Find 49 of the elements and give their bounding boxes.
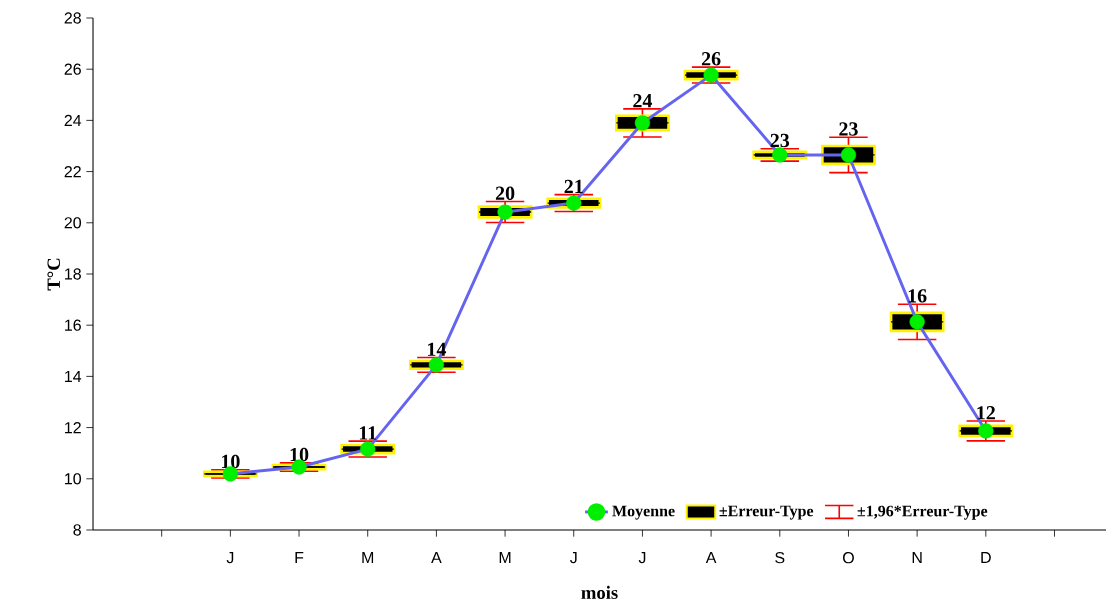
y-tick-label: 22	[64, 166, 81, 178]
data-label: 26	[701, 52, 721, 66]
data-label: 11	[359, 426, 377, 440]
point	[909, 314, 925, 330]
x-tick-label: F	[295, 552, 304, 564]
y-tick-label: 20	[64, 217, 82, 229]
x-tick-label: J	[638, 552, 646, 564]
data-label: 23	[770, 133, 790, 148]
y-tick-label: 28	[64, 12, 81, 24]
y-tick-label: 10	[65, 473, 82, 485]
annotation: ±1,96*Erreur-Type	[857, 505, 988, 520]
x-tick-label: M	[362, 552, 374, 564]
point	[428, 357, 444, 373]
y-tick-label: 8	[73, 524, 81, 536]
data-label: 21	[564, 179, 583, 194]
data-label: 23	[839, 122, 858, 136]
point	[772, 147, 788, 163]
x-tick-label: D	[981, 552, 991, 564]
x-tick-label: S	[775, 552, 785, 564]
data-label: 20	[495, 186, 515, 200]
y-tick-label: 26	[64, 63, 81, 75]
data-label: 10	[290, 447, 309, 462]
y-tick-label: 12	[65, 422, 81, 434]
point	[497, 204, 513, 220]
point	[703, 67, 719, 83]
x-tick-label: J	[570, 552, 577, 564]
x-tick-label: J	[226, 552, 234, 564]
y-tick-label: 24	[64, 114, 82, 126]
point	[634, 115, 651, 131]
y-tick-label: 14	[65, 370, 82, 382]
point	[566, 195, 582, 211]
x-tick-label: A	[705, 552, 717, 564]
point	[978, 423, 994, 439]
data-label: 10	[221, 454, 240, 469]
x-tick-label: N	[912, 552, 922, 564]
x-axis-title: mois	[581, 585, 618, 599]
legend-label: ±Erreur-Type	[719, 505, 814, 520]
x-tick-label: M	[499, 552, 511, 564]
point	[840, 147, 857, 163]
legend-label: Moyenne	[612, 505, 675, 520]
data-label: 24	[633, 94, 653, 108]
point	[360, 441, 376, 457]
data-label: 16	[908, 289, 927, 303]
data-label: 12	[977, 406, 995, 420]
y-tick-label: 18	[65, 268, 81, 280]
x-tick-label: A	[431, 552, 442, 564]
x-tick-label: O	[842, 552, 854, 564]
y-tick-label: 16	[65, 319, 81, 331]
y-axis-title: T°C	[47, 258, 61, 291]
